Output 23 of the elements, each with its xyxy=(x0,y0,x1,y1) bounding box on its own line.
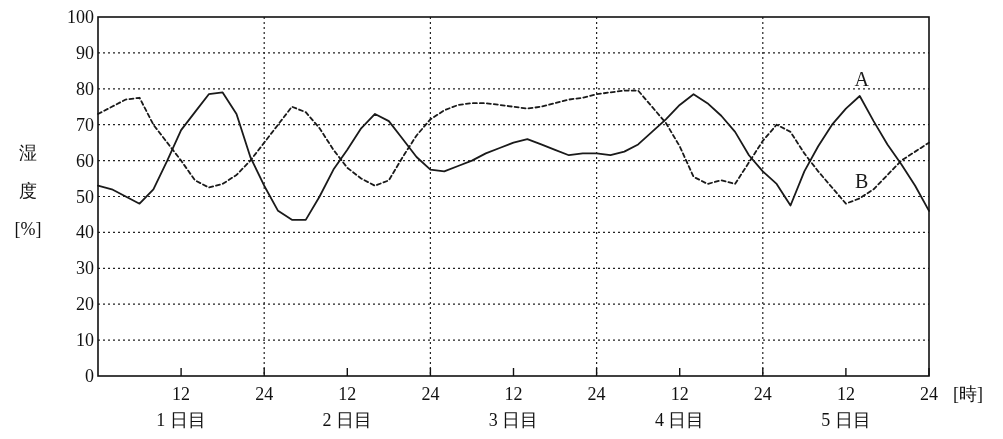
y-tick-label: 90 xyxy=(76,42,94,63)
xlabel: [時] xyxy=(953,384,983,404)
y-tick-label: 50 xyxy=(76,186,94,207)
x-tick-label: 24 xyxy=(421,384,440,404)
x-tick-label: 24 xyxy=(920,384,938,404)
ylabel: 湿度 [%] xyxy=(14,142,42,239)
x-tick-label: 12 2 日目 xyxy=(322,384,373,430)
x-tick-label: 12 3 日目 xyxy=(488,384,539,430)
y-tick-label: 0 xyxy=(85,366,94,386)
y-tick-label: 70 xyxy=(76,114,94,135)
y-tick-label: 80 xyxy=(76,78,94,99)
x-tick-label: 12 1 日目 xyxy=(156,384,206,430)
y-tick-label: 100 xyxy=(67,7,94,27)
y-tick-label: 10 xyxy=(76,330,94,351)
y-tick-label: 20 xyxy=(76,294,94,315)
x-tick-label: 12 4 日目 xyxy=(654,384,705,430)
y-tick-label: 30 xyxy=(76,258,94,279)
y-tick-label: 60 xyxy=(76,150,94,171)
x-tick-label: 24 xyxy=(587,384,606,404)
y-tick-label: 40 xyxy=(76,222,94,243)
x-tick-label: 24 xyxy=(753,384,772,404)
x-tick-label: 12 5 日目 xyxy=(821,384,871,430)
x-tick-label: 24 xyxy=(255,384,274,404)
